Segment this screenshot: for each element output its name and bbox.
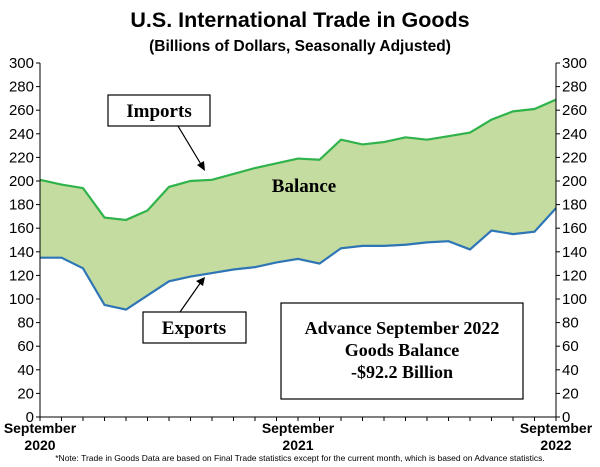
y-tick-label-left: 300 [9,55,34,72]
y-tick-label-right: 180 [562,197,587,214]
y-tick-label-right: 160 [562,220,587,237]
plot-area [39,98,557,311]
y-tick-label-right: 300 [562,55,587,72]
balance-label: Balance [272,176,336,197]
x-tick-label-month: September [262,420,335,436]
chart-title: U.S. International Trade in Goods [130,8,469,32]
y-tick-label-left: 60 [17,338,34,355]
y-tick-label-right: 200 [562,173,587,190]
y-tick-label-right: 100 [562,291,587,308]
y-tick-label-right: 20 [562,385,579,402]
annotations: Imports Exports Balance Advance September 2… [107,94,524,400]
y-tick-label-right: 240 [562,126,587,143]
y-tick-label-left: 40 [17,362,34,379]
exports-arrow-head [196,277,205,286]
imports-label-box [107,94,211,127]
balance-area [40,99,556,310]
exports-line [40,207,557,311]
y-tick-label-right: 0 [562,409,570,426]
y-tick-label-left: 120 [9,267,34,284]
exports-arrow [179,281,202,313]
y-tick-label-left: 140 [9,244,34,261]
y-tick-label-left: 0 [26,409,34,426]
y-tick-label-right: 80 [562,315,579,332]
x-tick-label-year: 2020 [24,437,55,453]
y-tick-label-left: 200 [9,173,34,190]
imports-line [39,98,557,222]
y-tick-label-left: 220 [9,149,34,166]
imports-arrow-head [197,161,205,171]
x-tick-label-month: September [520,420,593,436]
y-tick-label-right: 40 [562,362,579,379]
advance-box [280,302,524,400]
x-tick-label-year: 2022 [540,437,571,453]
imports-label: Imports [126,101,191,122]
y-tick-label-left: 20 [17,385,34,402]
y-tick-label-left: 80 [17,315,34,332]
y-tick-label-right: 120 [562,267,587,284]
advance-box-line: -$92.2 Billion [351,362,453,382]
y-tick-label-right: 280 [562,79,587,96]
y-tick-label-left: 260 [9,102,34,119]
imports-arrow [177,125,203,167]
x-tick-label-year: 2021 [282,437,313,453]
advance-box-line: Advance September 2022 [305,318,500,338]
y-tick-label-right: 260 [562,102,587,119]
y-tick-label-left: 160 [9,220,34,237]
footnote: *Note: Trade in Goods Data are based on … [55,453,544,463]
y-tick-label-right: 220 [562,149,587,166]
y-tick-label-left: 180 [9,197,34,214]
exports-label-box [142,311,247,344]
y-tick-label-right: 60 [562,338,579,355]
y-tick-label-left: 280 [9,79,34,96]
x-tick-label-month: September [4,420,77,436]
exports-label: Exports [162,318,226,339]
y-tick-label-left: 240 [9,126,34,143]
y-tick-label-left: 100 [9,291,34,308]
chart-subtitle: (Billions of Dollars, Seasonally Adjuste… [149,38,451,55]
y-tick-label-right: 140 [562,244,587,261]
advance-box-line: Goods Balance [345,340,460,360]
